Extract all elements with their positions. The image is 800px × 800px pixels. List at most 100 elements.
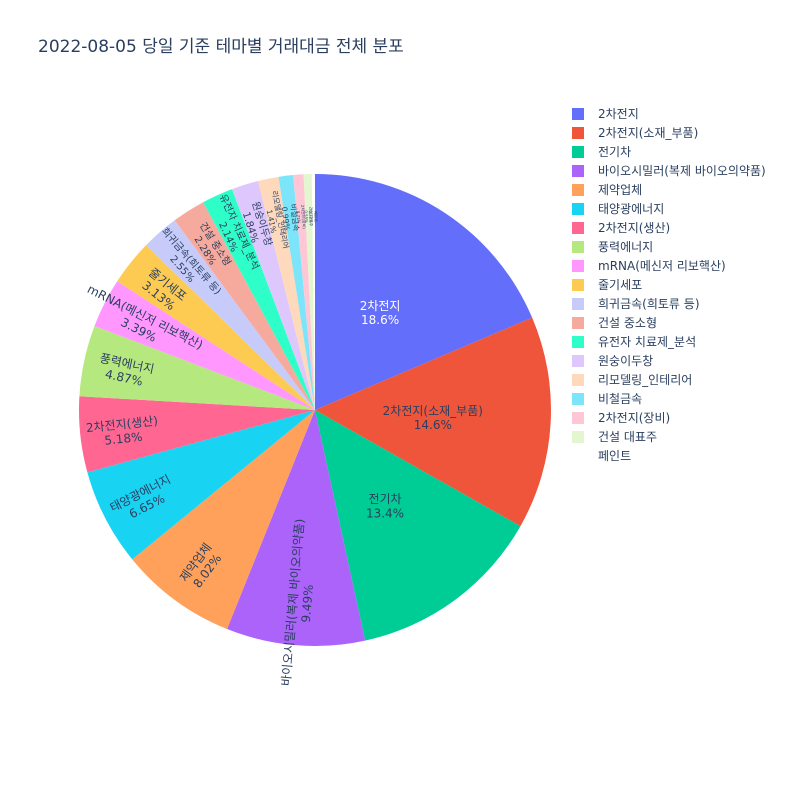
slice-label-name: 2차전지(소재_부품): [383, 404, 483, 418]
pie-slice[interactable]: [87, 410, 315, 560]
slice-label-percent: 0.55%: [304, 210, 309, 223]
legend-label: 줄기세포: [598, 278, 643, 292]
pie-slice[interactable]: [315, 410, 521, 641]
legend-item[interactable]: 2차전지(장비): [572, 408, 766, 427]
slice-label: 2차전지 18.6%: [360, 299, 401, 327]
legend-item[interactable]: 2차전지: [572, 104, 766, 123]
legend-label: 태양광에너지: [598, 202, 665, 216]
slice-label-name: 페인트: [313, 211, 319, 222]
slice-label: 비철금속0.99%: [280, 203, 302, 233]
pie-slice[interactable]: [79, 396, 316, 473]
legend-swatch: [572, 392, 584, 405]
legend-item[interactable]: 2차전지(생산): [572, 218, 766, 237]
slice-label-percent: 0.71%: [296, 211, 302, 224]
legend-item[interactable]: 희귀금속(희토류 등): [572, 294, 766, 313]
legend-swatch: [572, 240, 584, 253]
pie-slice[interactable]: [174, 202, 315, 410]
legend-item[interactable]: 줄기세포: [572, 275, 766, 294]
legend-item[interactable]: 바이오시밀러(복제 바이오의약품): [572, 161, 766, 180]
legend-label: 리모델링_인테리어: [598, 373, 693, 387]
pie-slice[interactable]: [232, 180, 315, 410]
legend-label: 2차전지(생산): [598, 221, 671, 235]
legend-swatch: [572, 259, 584, 272]
legend-label: 제약업체: [598, 183, 643, 197]
legend-item[interactable]: 원숭이두창: [572, 351, 766, 370]
slice-label-percent: 0.22%: [308, 210, 313, 223]
pie-slice[interactable]: [303, 174, 315, 410]
pie-slices: [79, 173, 551, 647]
legend-swatch: [572, 430, 584, 443]
pie-slice[interactable]: [132, 410, 315, 629]
legend-item[interactable]: 건설 대표주: [572, 427, 766, 446]
legend-label: 희귀금속(희토류 등): [598, 297, 700, 311]
pie-slice[interactable]: [117, 245, 316, 410]
legend-item[interactable]: 태양광에너지: [572, 199, 766, 218]
legend-label: 전기차: [598, 145, 632, 159]
legend-label: 건설 중소형: [598, 316, 658, 330]
legend-swatch: [572, 354, 584, 367]
legend-swatch: [572, 411, 584, 424]
legend-item[interactable]: 리모델링_인테리어: [572, 370, 766, 389]
legend-item[interactable]: 2차전지(소재_부품): [572, 123, 766, 142]
pie-slice[interactable]: [203, 189, 315, 410]
slice-label-percent: 9.49%: [299, 584, 316, 623]
legend-swatch: [572, 316, 584, 329]
pie-slice[interactable]: [315, 317, 551, 527]
legend-swatch: [572, 107, 584, 120]
slice-label: 2차전지(소재_부품) 14.6%: [383, 404, 483, 432]
pie-slice[interactable]: [278, 175, 315, 410]
slice-label-percent: 5.18%: [104, 430, 143, 448]
legend-label: 풍력에너지: [598, 240, 654, 254]
pie-slice[interactable]: [258, 176, 315, 410]
legend-item[interactable]: 비철금속: [572, 389, 766, 408]
legend-swatch: [572, 373, 584, 386]
slice-label-percent: 18.6%: [361, 313, 399, 327]
slice-label: 건설 대표주0.55%: [303, 207, 314, 227]
legend-swatch: [572, 145, 584, 158]
legend-item[interactable]: 유전자 치료제_분석: [572, 332, 766, 351]
legend-swatch: [572, 297, 584, 310]
pie-slice[interactable]: [293, 174, 315, 410]
legend-label: mRNA(메신저 리보핵산): [598, 259, 726, 273]
legend-swatch: [572, 164, 584, 177]
pie-slice[interactable]: [79, 325, 316, 410]
slice-label-name: 2차전지(장비): [300, 205, 308, 230]
slice-label-name: 2차전지: [360, 299, 401, 313]
legend-swatch: [572, 278, 584, 291]
pie-slice[interactable]: [315, 174, 533, 410]
legend-item[interactable]: 제약업체: [572, 180, 766, 199]
legend-item[interactable]: 전기차: [572, 142, 766, 161]
legend-item[interactable]: mRNA(메신저 리보핵산): [572, 256, 766, 275]
chart-title: 2022-08-05 당일 기준 테마별 거래대금 전체 분포: [38, 37, 404, 57]
legend-item[interactable]: 건설 중소형: [572, 313, 766, 332]
legend-label: 유전자 치료제_분석: [598, 335, 697, 349]
slice-label-percent: 14.6%: [414, 418, 452, 432]
legend-item[interactable]: 풍력에너지: [572, 237, 766, 256]
slice-label: 2차전지(생산)5.18%: [85, 414, 160, 450]
slice-label-name: 전기차: [368, 492, 401, 506]
legend-label: 바이오시밀러(복제 바이오의약품): [598, 164, 766, 178]
legend-swatch: [572, 221, 584, 234]
legend-label: 건설 대표주: [598, 430, 658, 444]
slice-label-name: 건설 대표주: [308, 207, 315, 227]
slice-label: 전기차 13.4%: [366, 492, 404, 520]
slice-label: 페인트0.22%: [308, 210, 319, 223]
legend-label: 원숭이두창: [598, 354, 654, 368]
slice-label: 2차전지(장비)0.71%: [295, 205, 308, 230]
slice-label-percent: 0.99%: [280, 206, 292, 231]
legend-label: 페인트: [598, 449, 632, 463]
legend-label: 2차전지: [598, 107, 639, 121]
legend-label: 2차전지(장비): [598, 411, 671, 425]
pie-slice[interactable]: [311, 173, 315, 410]
pie-slice[interactable]: [94, 281, 315, 410]
legend-swatch: [572, 449, 584, 462]
legend-item[interactable]: 페인트: [572, 446, 766, 465]
pie-slice[interactable]: [146, 220, 315, 410]
legend-swatch: [572, 202, 584, 215]
legend-label: 비철금속: [598, 392, 643, 406]
pie-slice[interactable]: [227, 410, 366, 647]
legend-label: 2차전지(소재_부품): [598, 126, 699, 140]
legend-swatch: [572, 183, 584, 196]
legend-swatch: [572, 335, 584, 348]
